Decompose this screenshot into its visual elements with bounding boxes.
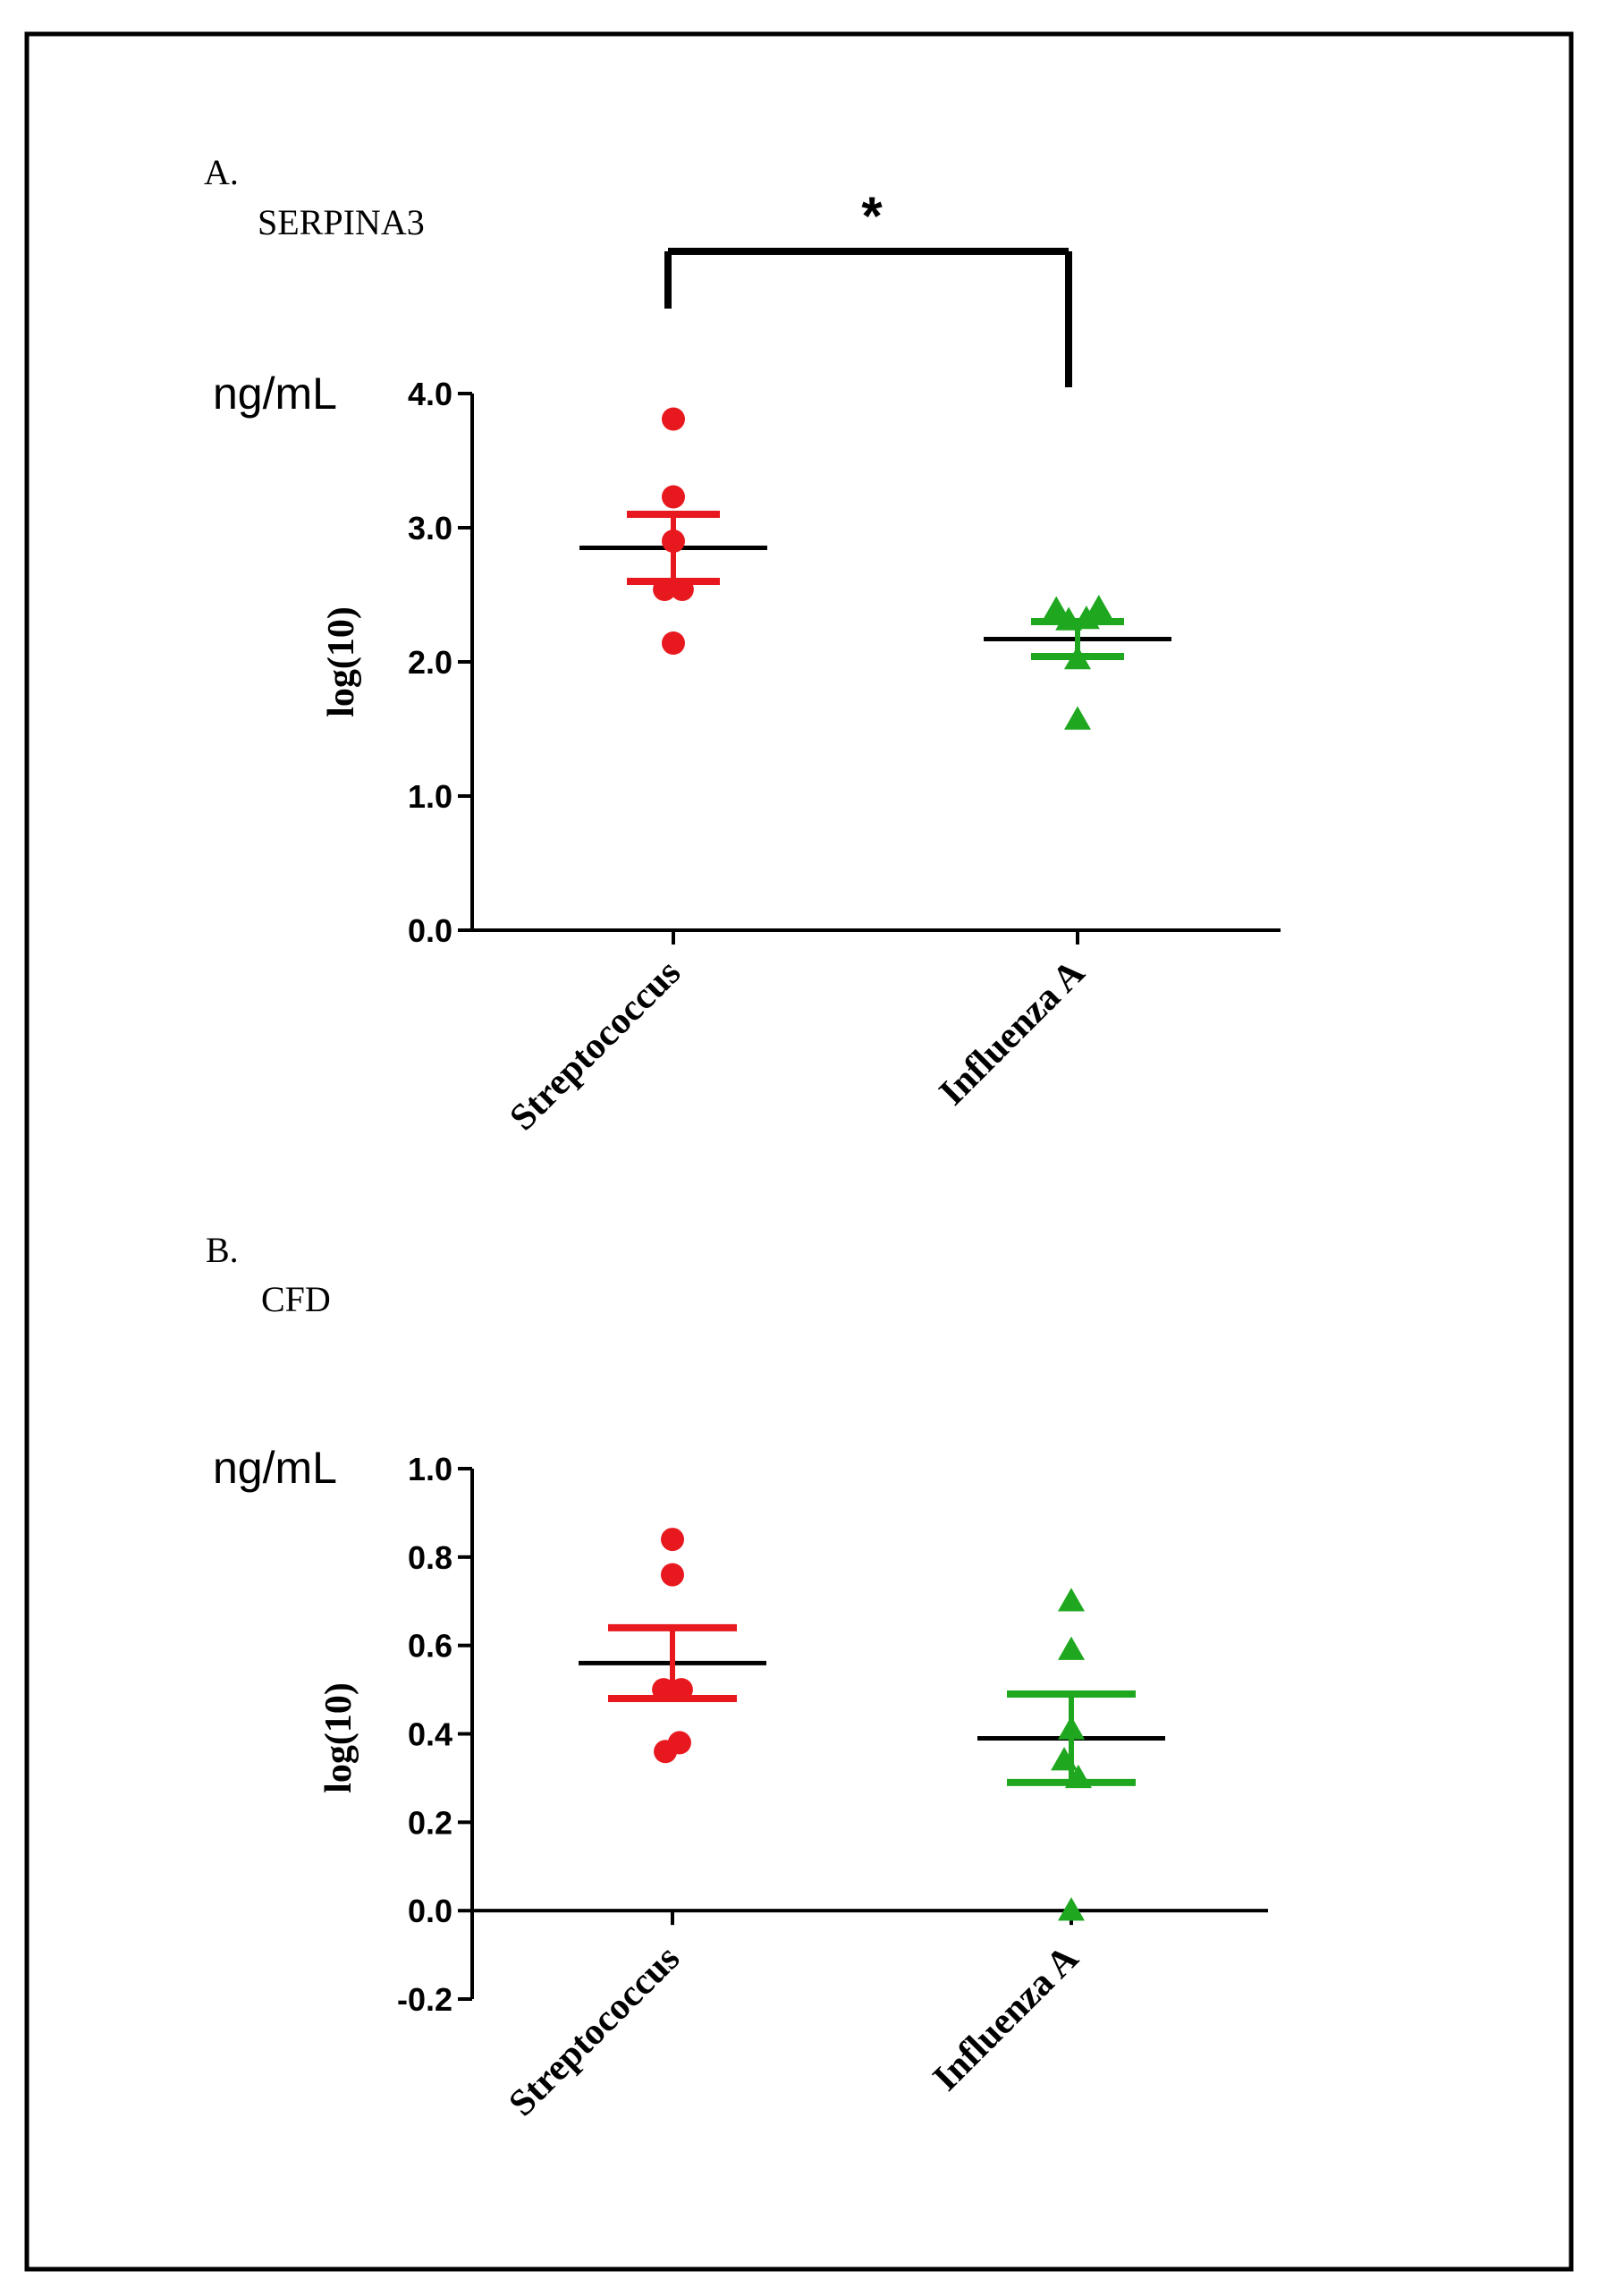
y-tick-label: 0.4 [408, 1716, 452, 1753]
panel-a-title: SERPINA3 [258, 202, 425, 242]
y-tick-label: 0.2 [408, 1804, 452, 1841]
data-point [661, 1563, 684, 1587]
y-tick-label: 3.0 [408, 510, 452, 546]
data-point [1043, 596, 1070, 620]
y-tick-label: -0.2 [397, 1981, 452, 2018]
y-tick-label: 0.0 [408, 912, 452, 949]
x-category-label: Influenza A [926, 1937, 1087, 2099]
panel-a: A. SERPINA3 ng/mL log(10) * 0.0 1.0 2.0 3.0… [204, 152, 1281, 1139]
data-point [1058, 1636, 1085, 1660]
panel-b-title: CFD [261, 1279, 331, 1319]
data-point [1058, 1716, 1085, 1740]
data-point [1058, 1897, 1085, 1921]
x-category-label: Streptococcus [503, 953, 689, 1139]
data-point [1072, 606, 1100, 630]
data-point [1055, 606, 1083, 631]
y-tick-label: 4.0 [408, 376, 452, 412]
data-point [1051, 1747, 1078, 1771]
data-point [662, 631, 685, 655]
x-category-label: Influenza A [932, 952, 1094, 1114]
significance-asterisk: * [861, 186, 883, 246]
data-point [670, 578, 694, 601]
panel-b-y-axis-label: log(10) [318, 1682, 359, 1793]
panel-a-unit-label: ng/mL [213, 369, 337, 419]
y-tick-label: 0.8 [408, 1539, 452, 1576]
y-tick-label: 0.6 [408, 1628, 452, 1665]
y-tick-label: 0.0 [408, 1893, 452, 1929]
series-influenza-a [984, 595, 1171, 730]
data-point [1058, 1588, 1085, 1612]
series-streptococcus [579, 1528, 766, 1764]
data-point [654, 1740, 678, 1764]
series-influenza-a [977, 1588, 1165, 1921]
panel-a-label: A. [204, 152, 239, 192]
data-point [669, 1678, 693, 1702]
x-category-label: Streptococcus [502, 1938, 688, 2124]
y-tick-label: 1.0 [408, 778, 452, 815]
data-point [662, 530, 685, 553]
panel-a-y-axis-label: log(10) [321, 606, 362, 717]
data-point [1085, 595, 1112, 619]
data-point [652, 1678, 676, 1702]
y-tick-label: 1.0 [408, 1451, 452, 1487]
panel-b: B. CFD ng/mL log(10) -0.2 0.0 0.2 0.4 0.6 0.8… [206, 1230, 1268, 2124]
data-point [1064, 706, 1091, 730]
panel-a-plot-area: 0.0 1.0 2.0 3.0 4.0 Streptococcus Influenza A [408, 376, 1281, 1139]
series-streptococcus [579, 407, 767, 655]
panel-b-plot-area: -0.2 0.0 0.2 0.4 0.6 0.8 1.0 Streptococcus Influ… [397, 1451, 1268, 2124]
data-point [1064, 646, 1091, 670]
figure-frame [24, 31, 1574, 2272]
data-point [662, 485, 685, 509]
data-point [1064, 1764, 1092, 1789]
panel-a-significance-bracket: * [664, 186, 1072, 387]
data-point [662, 407, 685, 431]
data-point [661, 1528, 684, 1552]
panel-b-label: B. [206, 1230, 239, 1270]
y-tick-label: 2.0 [408, 644, 452, 681]
data-point [653, 578, 677, 601]
panel-b-unit-label: ng/mL [213, 1443, 337, 1493]
